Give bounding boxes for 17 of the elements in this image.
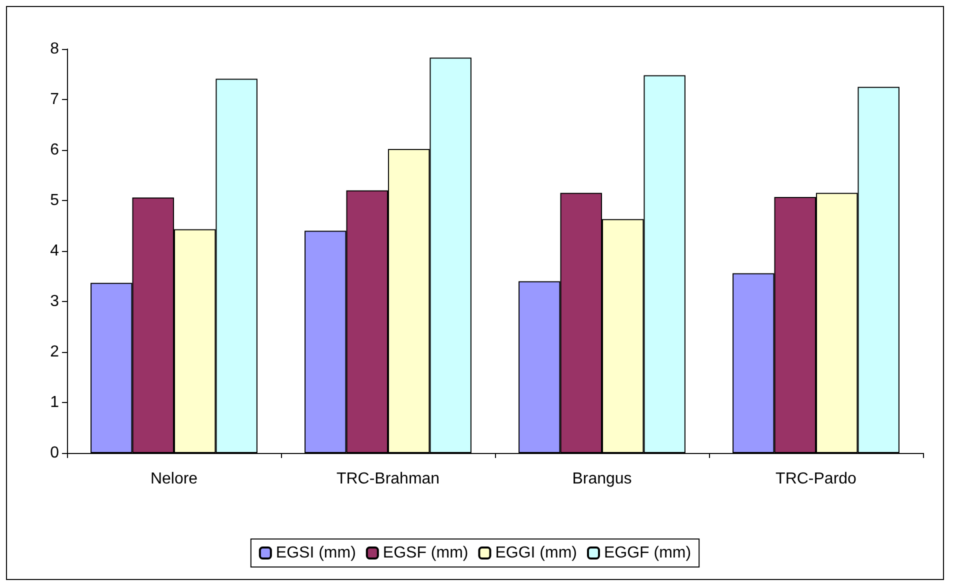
legend-label: EGGI (mm): [495, 544, 577, 562]
y-tick-label: 8: [50, 40, 60, 58]
x-tick-label: TRC-Pardo: [776, 470, 857, 488]
y-tick-label: 5: [50, 192, 60, 209]
y-tick-label: 0: [50, 444, 60, 462]
x-tick-label: Brangus: [572, 470, 632, 488]
y-tick-label: 4: [50, 242, 60, 260]
legend-label: EGGF (mm): [604, 544, 692, 562]
y-tick-label: 7: [50, 91, 60, 108]
y-tick-label: 2: [50, 344, 60, 360]
legend-label: EGSF (mm): [382, 544, 468, 562]
y-tick-label: 1: [50, 394, 60, 411]
y-tick-label: 3: [50, 293, 60, 310]
x-tick-label: Nelore: [150, 470, 198, 488]
x-tick-label: TRC-Brahman: [336, 470, 440, 488]
legend-label: EGSI (mm): [276, 544, 356, 562]
y-tick-label: 6: [50, 142, 60, 158]
